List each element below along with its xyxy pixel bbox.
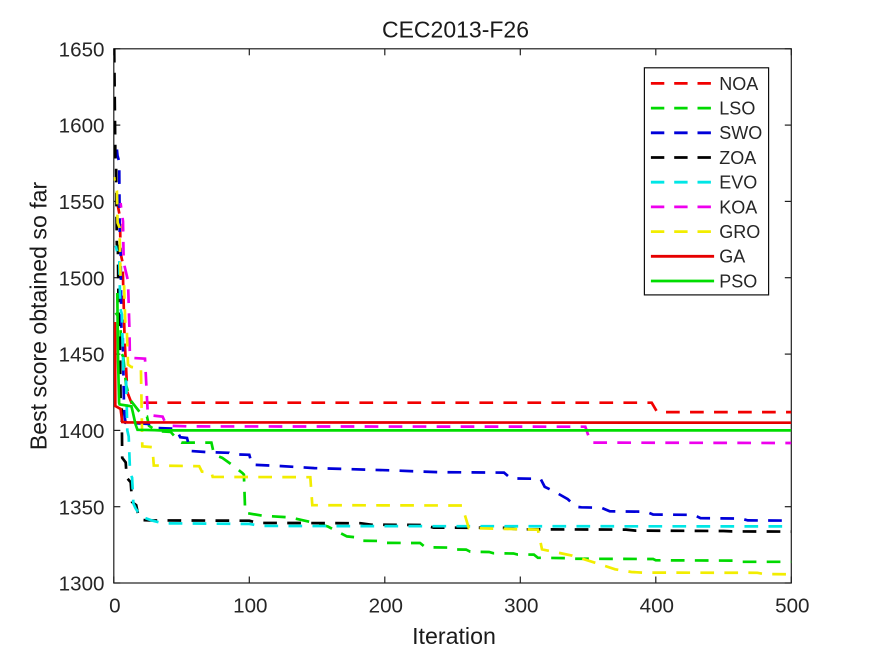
svg-text:ZOA: ZOA <box>719 148 756 168</box>
svg-text:1600: 1600 <box>59 115 105 138</box>
svg-text:1300: 1300 <box>59 573 105 596</box>
svg-text:CEC2013-F26: CEC2013-F26 <box>382 17 529 43</box>
svg-text:GRO: GRO <box>719 222 760 242</box>
svg-text:LSO: LSO <box>719 99 755 119</box>
svg-text:100: 100 <box>233 595 267 618</box>
svg-text:1550: 1550 <box>59 191 105 214</box>
svg-text:KOA: KOA <box>719 197 757 217</box>
svg-text:300: 300 <box>504 595 538 618</box>
svg-text:Best score obtained so far: Best score obtained so far <box>26 182 52 451</box>
svg-text:1650: 1650 <box>59 38 105 61</box>
svg-text:1350: 1350 <box>59 496 105 519</box>
svg-text:0: 0 <box>109 595 120 618</box>
svg-text:200: 200 <box>369 595 403 618</box>
svg-text:500: 500 <box>775 595 809 618</box>
svg-text:NOA: NOA <box>719 74 758 94</box>
svg-text:1500: 1500 <box>59 267 105 290</box>
svg-text:1400: 1400 <box>59 420 105 443</box>
svg-text:1450: 1450 <box>59 344 105 367</box>
svg-text:400: 400 <box>640 595 674 618</box>
svg-text:PSO: PSO <box>719 271 757 291</box>
svg-text:EVO: EVO <box>719 173 757 193</box>
svg-text:GA: GA <box>719 247 745 267</box>
svg-text:SWO: SWO <box>719 123 762 143</box>
svg-text:Iteration: Iteration <box>412 623 496 649</box>
